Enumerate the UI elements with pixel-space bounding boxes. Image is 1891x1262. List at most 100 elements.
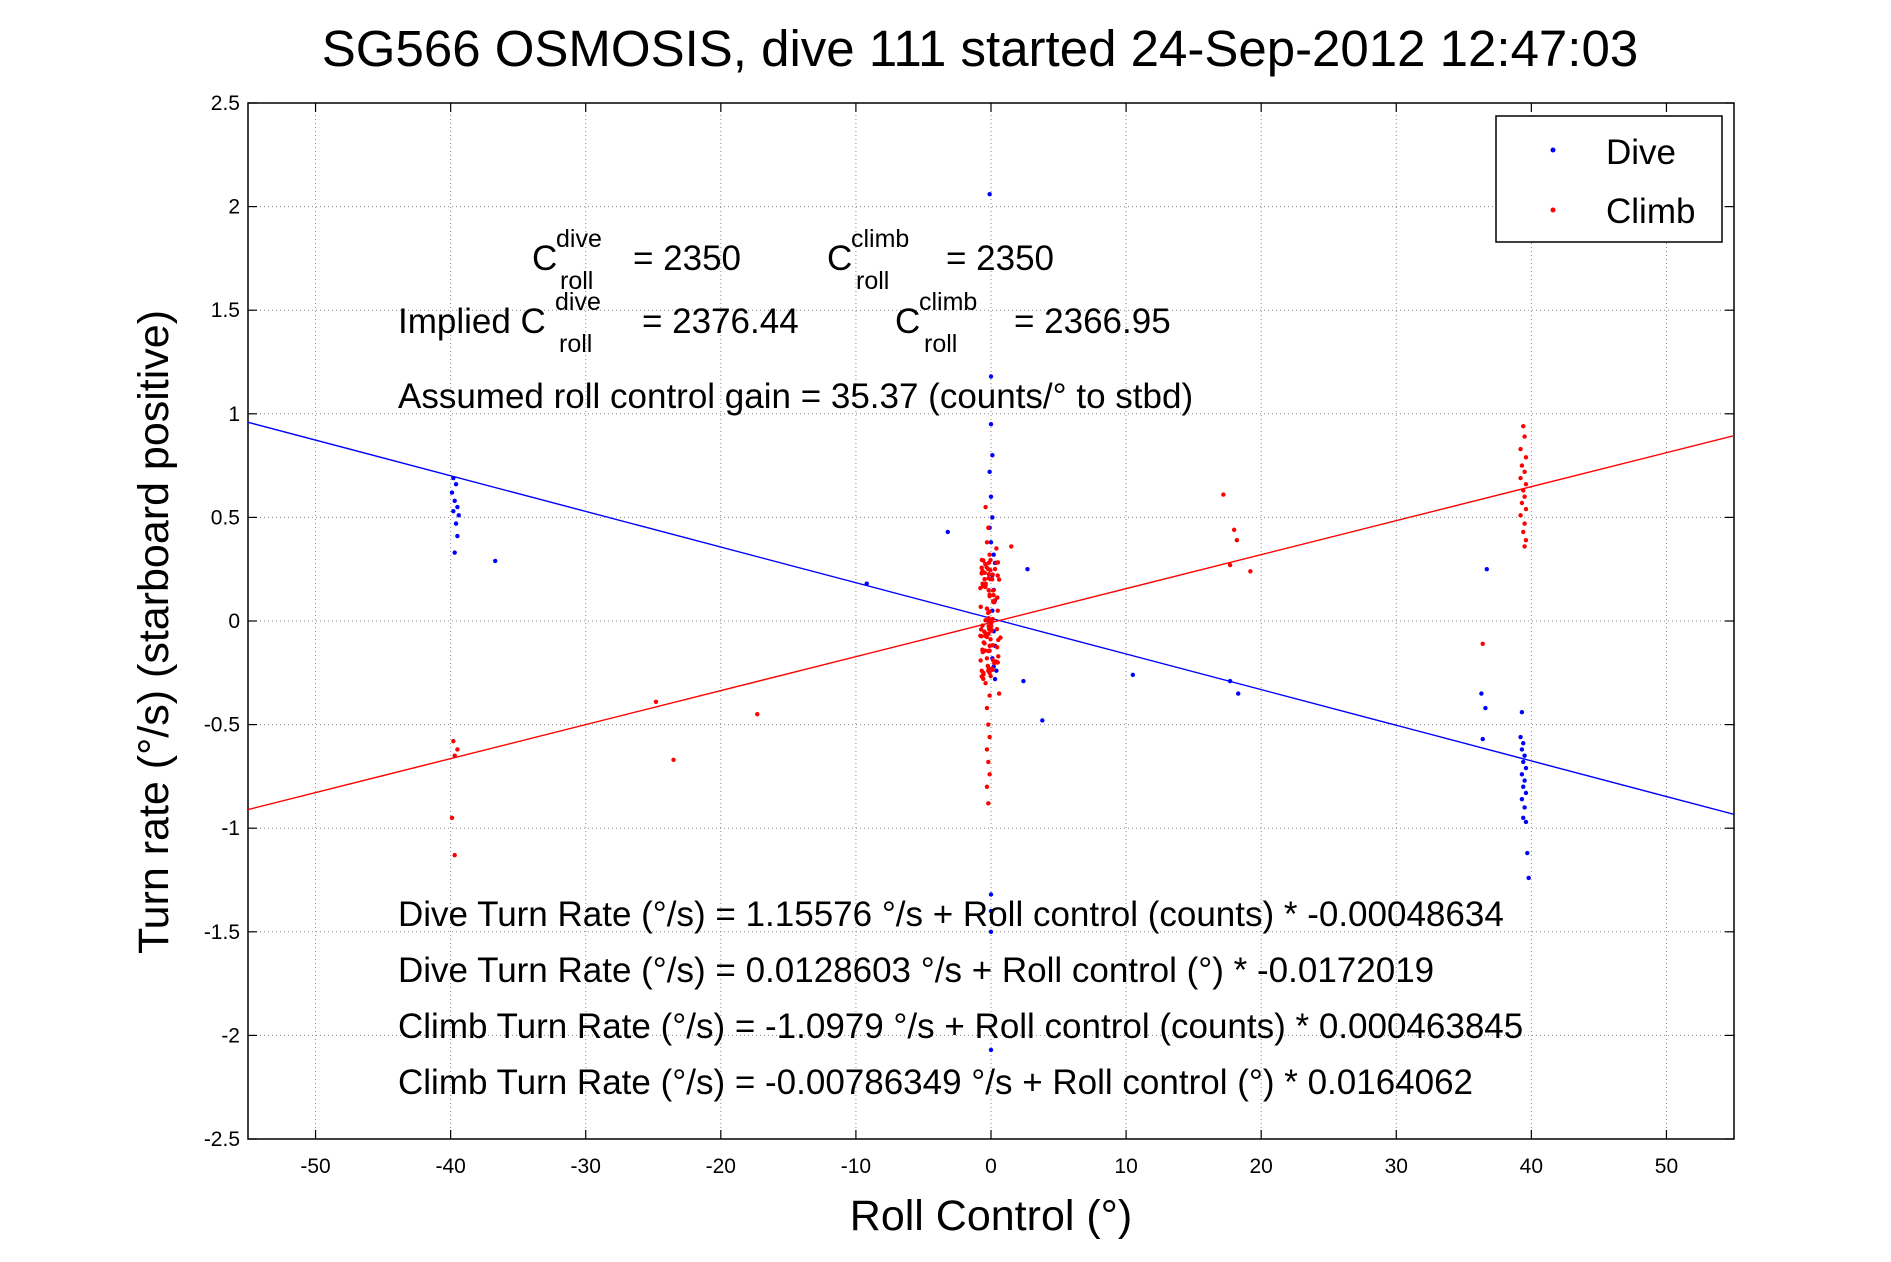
point-climb: [671, 757, 676, 763]
point-climb-cluster: [990, 588, 996, 593]
point-dive: [1040, 718, 1045, 723]
c-roll-climb-value: = 2350: [946, 239, 1054, 278]
point-climb: [755, 712, 760, 717]
point-climb: [984, 540, 990, 545]
point-dive: [1522, 778, 1527, 783]
point-climb-cluster: [986, 648, 992, 653]
point-climb: [1227, 562, 1233, 568]
point-climb-cluster: [995, 573, 1000, 578]
equation-climb-counts: Climb Turn Rate (°/s) = -1.0979 °/s + Ro…: [398, 1007, 1523, 1046]
implied-c-roll-annotation: Implied C dive roll = 2376.44 C climb ro…: [398, 288, 1171, 358]
point-climb-cluster: [988, 567, 993, 573]
point-climb-cluster: [990, 616, 995, 622]
legend-climb-label: Climb: [1606, 192, 1695, 231]
point-climb-cluster: [978, 585, 983, 591]
implied-dive-sup: dive: [555, 288, 601, 316]
point-climb-cluster: [980, 623, 985, 628]
y-tick-label: -0.5: [204, 714, 240, 737]
x-tick-label: -20: [706, 1155, 736, 1178]
point-climb-cluster: [978, 627, 984, 632]
point-climb: [1523, 482, 1529, 487]
point-climb: [452, 852, 457, 858]
point-dive: [453, 521, 459, 526]
c-roll-climb-annotation: C climb roll = 2350: [827, 225, 1054, 295]
x-axis-label: Roll Control (°): [850, 1192, 1132, 1240]
point-dive: [1480, 736, 1485, 742]
legend-climb-marker: [1550, 207, 1556, 213]
c-roll-climb-sub: roll: [856, 267, 889, 295]
point-climb: [451, 738, 456, 744]
point-dive: [945, 529, 950, 535]
point-dive: [449, 490, 455, 495]
point-dive: [452, 550, 457, 555]
point-climb-cluster: [986, 588, 991, 593]
point-climb: [986, 722, 991, 727]
point-climb: [995, 608, 1000, 613]
point-dive: [987, 191, 992, 197]
point-climb-cluster: [988, 637, 993, 642]
point-climb: [455, 747, 460, 752]
point-climb: [1480, 641, 1485, 646]
point-climb: [1522, 434, 1527, 439]
point-dive: [990, 515, 995, 520]
point-climb: [984, 656, 990, 661]
point-climb: [986, 759, 991, 765]
y-tick-label: 0.5: [211, 506, 240, 529]
point-dive: [988, 494, 994, 499]
x-tick-label: 40: [1520, 1155, 1543, 1178]
point-climb: [1521, 529, 1526, 535]
implied-dive-value: = 2376.44: [642, 302, 799, 341]
point-climb-cluster: [983, 584, 988, 590]
data-points: [449, 191, 1531, 1053]
point-climb-cluster: [986, 571, 992, 577]
c-roll-dive-value: = 2350: [633, 239, 741, 278]
implied-climb-sup: climb: [919, 288, 977, 316]
point-dive: [1025, 567, 1030, 572]
point-dive: [988, 374, 994, 379]
point-climb-cluster: [987, 626, 993, 631]
point-climb-cluster: [995, 595, 1000, 600]
point-climb-cluster: [979, 668, 984, 673]
point-climb: [1234, 537, 1240, 543]
point-climb: [653, 699, 659, 705]
point-dive: [1521, 759, 1526, 765]
point-climb: [1522, 469, 1527, 475]
point-dive: [864, 581, 869, 586]
point-dive: [451, 508, 456, 514]
point-dive: [988, 1047, 994, 1053]
point-climb-cluster: [982, 577, 987, 582]
point-climb-cluster: [981, 676, 986, 682]
point-climb-cluster: [992, 660, 998, 665]
point-dive: [1521, 784, 1526, 789]
c-roll-dive-sup: dive: [556, 225, 602, 253]
point-climb: [984, 747, 990, 752]
point-climb: [996, 577, 1002, 582]
point-climb: [1523, 506, 1529, 512]
point-climb: [984, 705, 990, 711]
y-tick-label: -2: [221, 1024, 240, 1047]
point-climb: [994, 546, 999, 551]
x-tick-label: 30: [1385, 1155, 1408, 1178]
point-dive: [1521, 741, 1526, 746]
point-climb-cluster: [982, 629, 987, 634]
axis-ticks: -50 -40 -30 -20 -10 0 10 20 30 40 50 2.5 2 1.5 1 0.5 0 -0…: [204, 92, 1734, 1178]
y-tick-label: 0: [228, 610, 240, 633]
point-climb: [986, 801, 991, 806]
point-dive: [1521, 815, 1526, 821]
point-dive: [988, 892, 994, 897]
point-climb-cluster: [996, 654, 1001, 659]
point-dive: [456, 513, 461, 518]
point-climb: [996, 691, 1002, 696]
point-dive: [1523, 765, 1529, 771]
legend-dive-label: Dive: [1606, 133, 1676, 172]
point-climb-cluster: [985, 610, 991, 616]
point-dive: [1522, 753, 1527, 758]
x-tick-label: 0: [985, 1155, 997, 1178]
point-dive: [1227, 678, 1233, 684]
y-tick-label: -1.5: [204, 921, 240, 944]
point-climb: [1523, 537, 1529, 543]
x-tick-label: -30: [571, 1155, 601, 1178]
point-climb-cluster: [982, 648, 988, 653]
point-climb: [987, 643, 992, 649]
